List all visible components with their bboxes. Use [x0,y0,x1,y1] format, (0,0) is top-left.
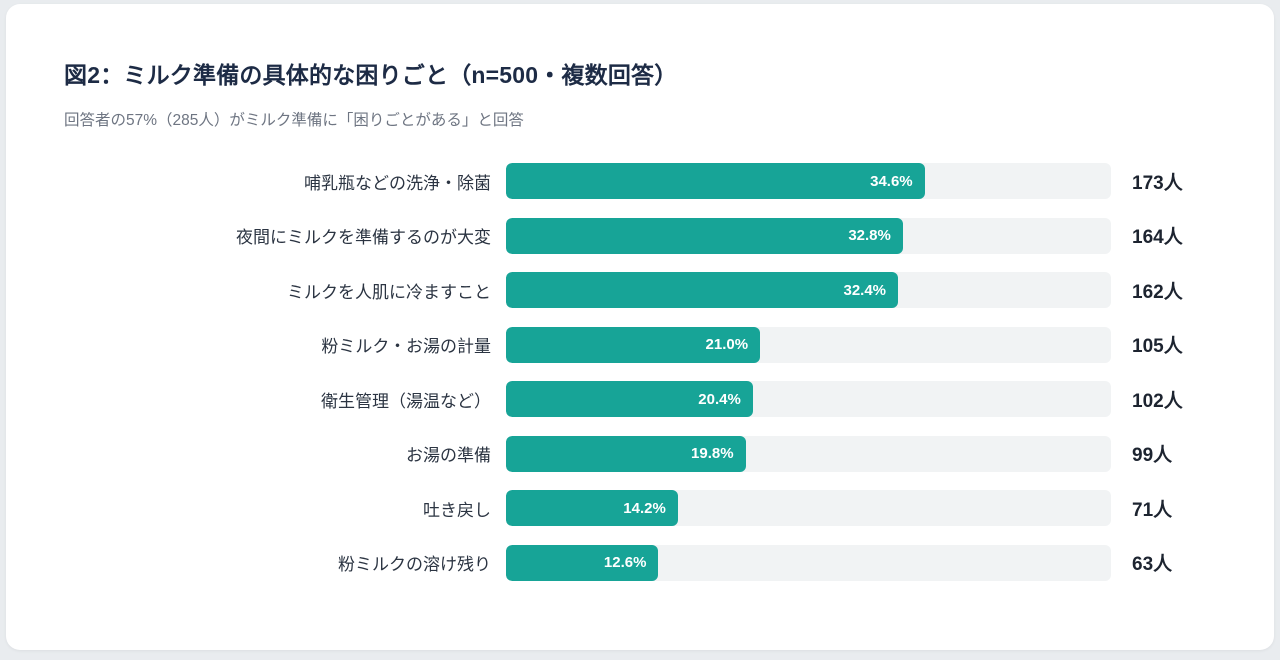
category-label: お湯の準備 [406,446,491,466]
bar-value-label: 19.8% [691,445,734,463]
bar-track: 20.4% [506,381,1111,418]
count-label: 173人 [1132,172,1183,194]
count-label: 102人 [1132,390,1183,412]
bar-value-label: 34.6% [870,172,913,190]
chart-header: 図2：ミルク準備の具体的な困りごと（n=500・複数回答） 回答者の57%（28… [6,4,1274,130]
bar-row: 衛生管理（湯温など） 20.4% 102人 [64,372,1254,427]
bar-row: お湯の準備 19.8% 99人 [64,427,1254,482]
bar: 19.8% [506,435,746,472]
bar-row: 吐き戻し 14.2% 71人 [64,481,1254,536]
bar: 34.6% [506,163,925,200]
count-label: 71人 [1132,499,1173,521]
bar-track: 19.8% [506,435,1111,472]
category-label: 哺乳瓶などの洗浄・除菌 [304,173,491,193]
bar: 12.6% [506,544,659,581]
bar-row: ミルクを人肌に冷ますこと 32.4% 162人 [64,263,1254,318]
bar-value-label: 12.6% [603,554,647,572]
category-label: 夜間にミルクを準備するのが大変 [236,228,491,248]
bar-value-label: 20.4% [698,390,741,408]
bar-value-label: 32.4% [843,281,887,299]
bar-track: 14.2% [506,490,1111,527]
chart-card: 図2：ミルク準備の具体的な困りごと（n=500・複数回答） 回答者の57%（28… [6,4,1274,650]
bar: 20.4% [506,381,753,418]
chart-title: 図2：ミルク準備の具体的な困りごと（n=500・複数回答） [64,62,678,88]
bar-track: 32.4% [506,272,1111,309]
bar-chart: 哺乳瓶などの洗浄・除菌 34.6% 173人夜間にミルクを準備するのが大変 32.8%… [6,154,1274,590]
bar-value-label: 32.8% [848,227,891,245]
bar: 32.8% [506,217,903,254]
bar-value-label: 14.2% [623,499,666,517]
bar-track: 12.6% [506,544,1111,581]
category-label: ミルクを人肌に冷ますこと [287,282,491,302]
count-label: 99人 [1132,445,1173,467]
bar-track: 32.8% [506,217,1111,254]
chart-subtitle: 回答者の57%（285人）がミルク準備に「困りごとがある」と回答 [64,112,524,129]
bar-rows: 哺乳瓶などの洗浄・除菌 34.6% 173人夜間にミルクを準備するのが大変 32.8%… [64,154,1254,590]
bar-value-label: 21.0% [705,336,749,354]
bar-row: 哺乳瓶などの洗浄・除菌 34.6% 173人 [64,154,1254,209]
count-label: 63人 [1132,554,1173,576]
bar-row: 夜間にミルクを準備するのが大変 32.8% 164人 [64,209,1254,264]
bar: 21.0% [506,326,761,363]
bar-row: 粉ミルク・お湯の計量 21.0% 105人 [64,318,1254,373]
bar-row: 粉ミルクの溶け残り 12.6% 63人 [64,536,1254,591]
bar-track: 34.6% [506,163,1111,200]
count-label: 164人 [1132,227,1183,249]
category-label: 衛生管理（湯温など） [321,391,491,411]
bar: 14.2% [506,490,678,527]
count-label: 162人 [1132,281,1183,303]
category-label: 粉ミルクの溶け残り [338,555,491,575]
bar-track: 21.0% [506,326,1111,363]
count-label: 105人 [1132,336,1183,358]
category-label: 粉ミルク・お湯の計量 [321,337,491,357]
bar: 32.4% [506,272,899,309]
category-label: 吐き戻し [423,500,491,520]
